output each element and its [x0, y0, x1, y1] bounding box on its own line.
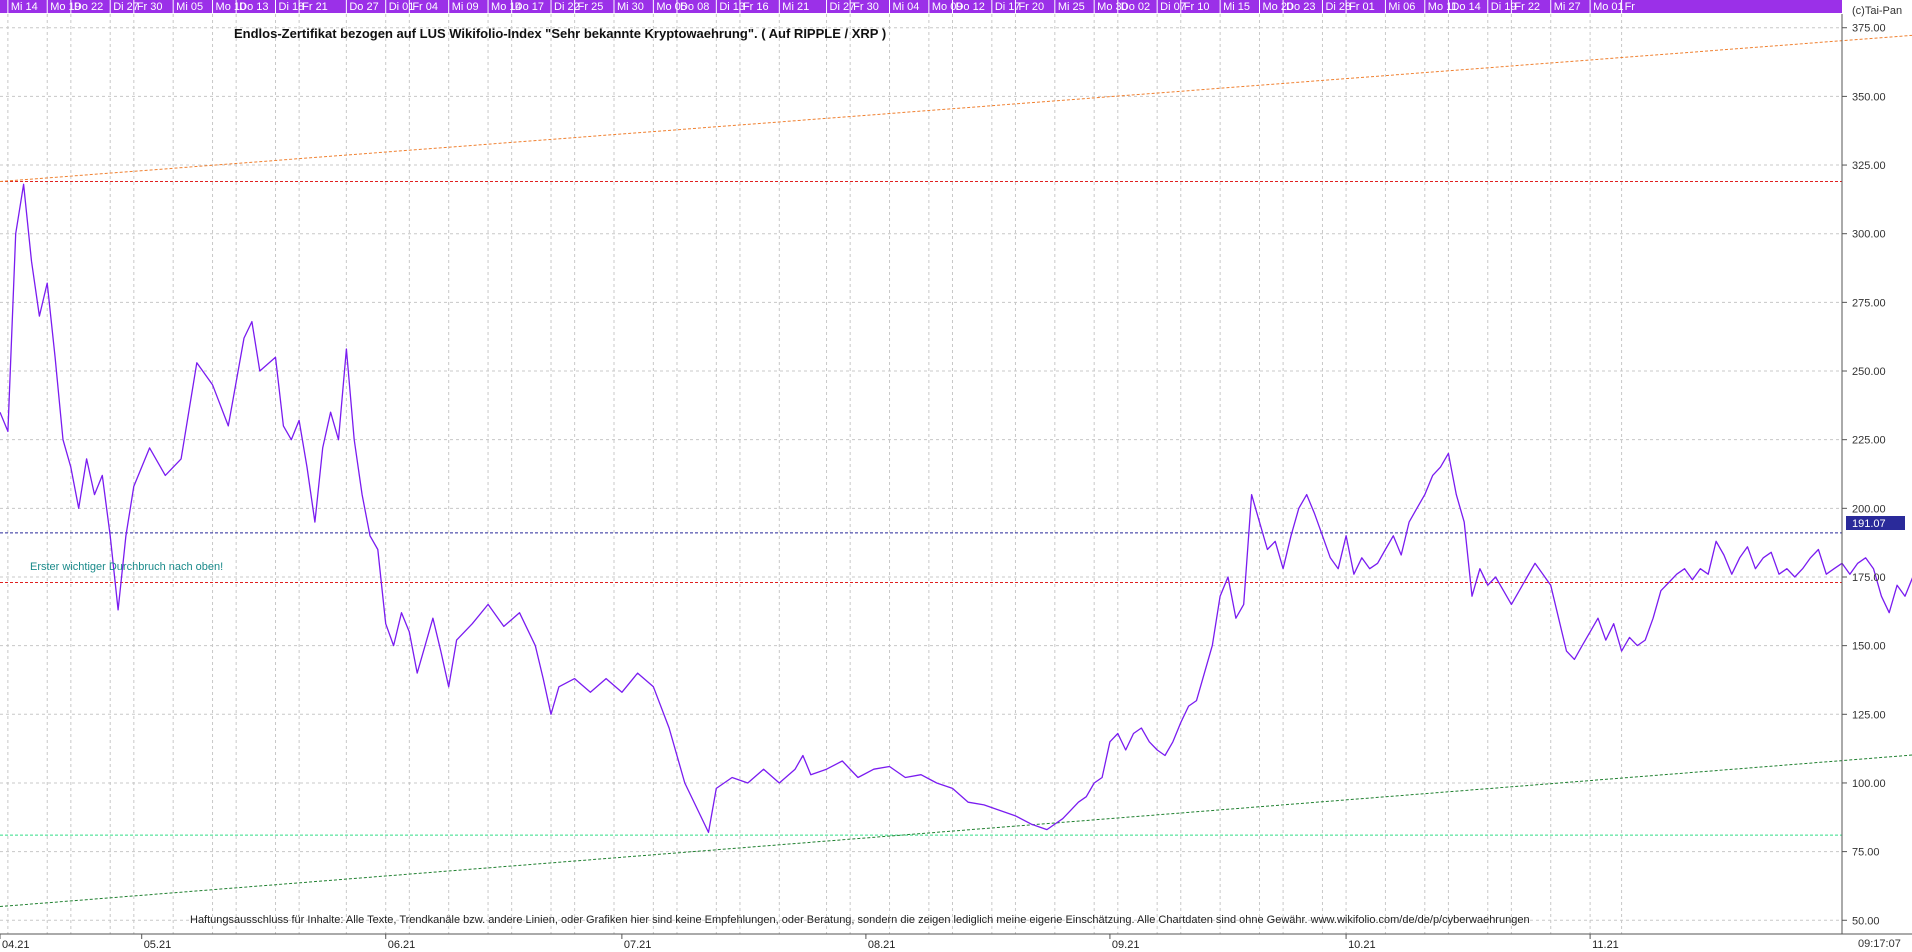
date-bar-background	[0, 0, 1842, 13]
date-tick-label: Fr 20	[1018, 1, 1044, 13]
trend-line	[0, 34, 1912, 183]
date-tick-label: Fr 10	[1184, 1, 1210, 13]
date-tick-label: Di 27	[830, 1, 856, 13]
grid-lines	[0, 14, 1842, 934]
y-tick-label: 275.00	[1852, 297, 1886, 309]
date-tick-label: Mo 11	[1428, 1, 1458, 13]
date-tick-label: Mo 10	[216, 1, 247, 13]
date-tick-label: Fr 21	[302, 1, 328, 13]
y-axis: 50.00 75.00 100.00 125.00 150.00 175.00 200.00…	[1841, 14, 1886, 934]
date-tick-label: Do 17	[515, 1, 544, 13]
month-tick-label: 10.21	[1348, 939, 1376, 951]
y-tick-label: 225.00	[1852, 435, 1886, 447]
date-tick-label: Fr	[1625, 1, 1636, 13]
month-axis-bottom: 04.21 05.21 06.21 07.21 08.21 09.21 10.21 11.21	[0, 933, 1912, 951]
date-tick-label: Do 27	[349, 1, 378, 13]
date-tick-label: Mo 09	[932, 1, 963, 13]
date-tick-label: Do 08	[680, 1, 709, 13]
y-tick-label: 250.00	[1852, 366, 1886, 378]
date-tick-label: Di 01	[389, 1, 415, 13]
date-tick-label: Fr 30	[137, 1, 163, 13]
trend-line	[0, 754, 1912, 908]
month-tick-label: 04.21	[2, 939, 30, 951]
month-tick-label: 05.21	[144, 939, 172, 951]
month-tick-label: 08.21	[868, 939, 896, 951]
date-tick-label: Mi 21	[782, 1, 809, 13]
date-tick-label: Mo 01	[1593, 1, 1624, 13]
date-tick-label: Mo 14	[491, 1, 522, 13]
date-tick-label: Fr 01	[1349, 1, 1375, 13]
date-tick-label: Fr 16	[743, 1, 769, 13]
last-value-label: 191.07	[1852, 518, 1886, 530]
date-tick-label: Mi 15	[1223, 1, 1250, 13]
last-value-badge	[1846, 516, 1905, 530]
disclaimer-footer: Haftungsausschluss für Inhalte: Alle Tex…	[190, 914, 1530, 926]
date-tick-label: Do 14	[1451, 1, 1480, 13]
date-tick-label: Di 17	[995, 1, 1021, 13]
y-tick-label: 175.00	[1852, 572, 1886, 584]
date-tick-label: Di 07	[1160, 1, 1186, 13]
date-tick-label: Mo 20	[1262, 1, 1293, 13]
month-tick-label: 06.21	[388, 939, 416, 951]
price-line	[0, 183, 1912, 834]
date-tick-label: Fr 22	[1514, 1, 1540, 13]
month-tick-label: 09.21	[1112, 939, 1140, 951]
date-tick-label: Mi 25	[1058, 1, 1085, 13]
date-tick-label: Di 18	[279, 1, 305, 13]
date-tick-label: Do 13	[239, 1, 268, 13]
month-tick-label: 11.21	[1592, 939, 1619, 951]
trend-lines	[0, 34, 1912, 908]
clock-label: 09:17:07	[1858, 938, 1901, 950]
y-tick-label: 50.00	[1852, 915, 1880, 927]
date-tick-label: Mi 14	[11, 1, 38, 13]
date-tick-label: Mi 09	[452, 1, 479, 13]
date-tick-label: Do 12	[955, 1, 984, 13]
date-tick-label: Di 13	[719, 1, 745, 13]
y-tick-label: 100.00	[1852, 778, 1886, 790]
y-tick-label: 125.00	[1852, 709, 1886, 721]
y-tick-label: 200.00	[1852, 503, 1886, 515]
y-tick-label: 150.00	[1852, 641, 1886, 653]
date-tick-label: Do 02	[1121, 1, 1150, 13]
date-tick-label: Fr 30	[853, 1, 879, 13]
date-tick-label: Mi 05	[176, 1, 203, 13]
month-tick-label: 07.21	[624, 939, 652, 951]
date-tick-label: Fr 25	[578, 1, 604, 13]
date-tick-label: Fr 04	[412, 1, 438, 13]
y-tick-label: 350.00	[1852, 91, 1886, 103]
date-tick-label: Di 22	[554, 1, 580, 13]
date-tick-label: Mi 04	[893, 1, 920, 13]
chart-title: Endlos-Zertifikat bezogen auf LUS Wikifo…	[234, 26, 886, 41]
annotation-note: Erster wichtiger Durchbruch nach oben!	[30, 561, 223, 573]
price-series	[0, 183, 1912, 834]
copyright-label: (c)Tai-Pan	[1852, 5, 1902, 17]
date-tick-label: Di 27	[113, 1, 139, 13]
horizontal-levels	[0, 181, 1842, 836]
date-tick-label: Mo 19	[50, 1, 81, 13]
date-tick-label: Do 23	[1286, 1, 1315, 13]
date-tick-label: Do 22	[74, 1, 103, 13]
y-tick-label: 75.00	[1852, 847, 1880, 859]
date-tick-label: Mo 30	[1097, 1, 1128, 13]
y-tick-label: 300.00	[1852, 229, 1886, 241]
y-tick-label: 325.00	[1852, 160, 1886, 172]
date-tick-label: Mi 06	[1388, 1, 1415, 13]
date-tick-label: Di 28	[1325, 1, 1351, 13]
date-tick-label: Mo 05	[656, 1, 687, 13]
date-tick-label: Di 19	[1491, 1, 1517, 13]
date-tick-label: Mi 30	[617, 1, 644, 13]
date-tick-label: Mi 27	[1554, 1, 1581, 13]
y-tick-label: 375.00	[1852, 23, 1886, 35]
